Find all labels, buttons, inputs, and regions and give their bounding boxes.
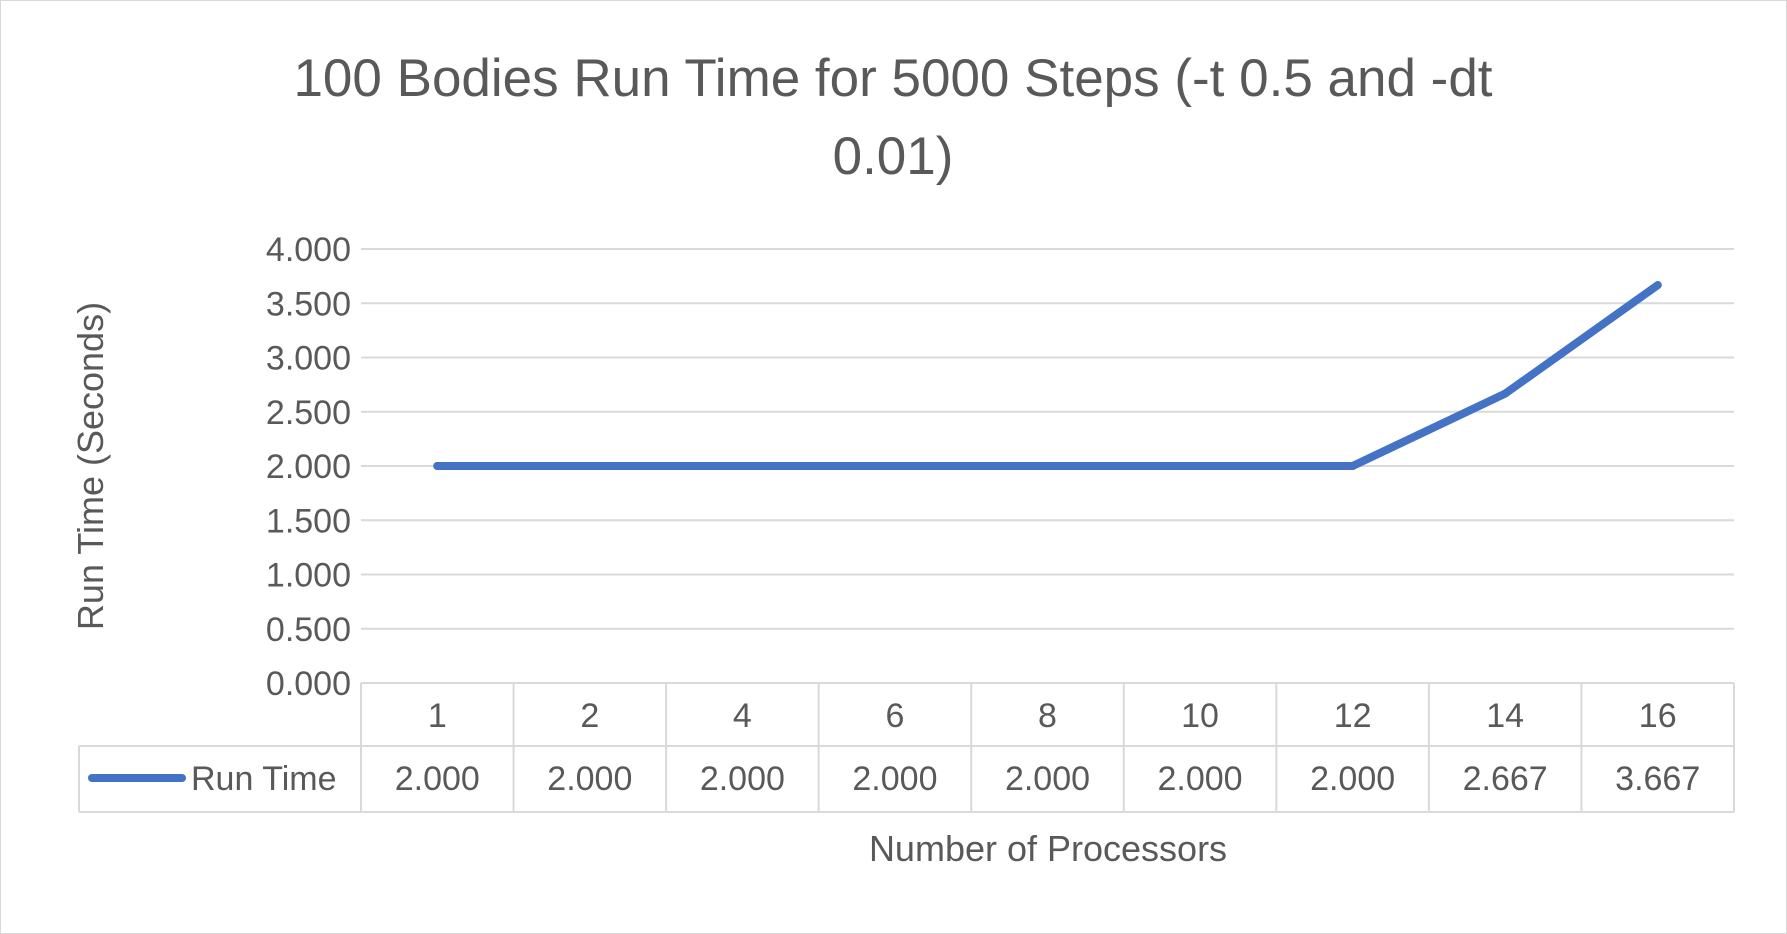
data-point — [433, 462, 442, 470]
chart-title: 100 Bodies Run Time for 5000 Steps (-t 0… — [293, 49, 1492, 186]
x-category-label: 16 — [1639, 697, 1677, 735]
x-category-label: 1 — [428, 697, 447, 735]
x-category-label: 14 — [1486, 697, 1524, 735]
y-tick-label: 1.000 — [266, 557, 351, 595]
y-tick-label: 0.000 — [266, 665, 351, 703]
table-value-cell: 2.000 — [547, 760, 632, 798]
table-value-cell: 2.000 — [1310, 760, 1395, 798]
x-category-label: 8 — [1038, 697, 1057, 735]
gridlines — [361, 248, 1734, 630]
data-point — [738, 462, 747, 470]
table-value-cell: 3.667 — [1615, 760, 1700, 798]
series-layer — [433, 281, 1662, 470]
series-line-run-time — [433, 281, 1662, 470]
legend-label-run-time: Run Time — [191, 760, 337, 798]
y-tick-label: 3.500 — [266, 285, 351, 323]
y-tick-label: 0.500 — [266, 611, 351, 649]
table-value-cell: 2.000 — [1005, 760, 1090, 798]
data-point — [1501, 389, 1510, 398]
table-value-cell: 2.000 — [1158, 760, 1243, 798]
x-category-label: 6 — [885, 697, 904, 735]
data-point — [1196, 462, 1205, 470]
table-value-cell: 2.000 — [852, 760, 937, 798]
y-tick-label: 3.000 — [266, 340, 351, 378]
x-category-label: 10 — [1181, 697, 1219, 735]
table-value-cell: 2.000 — [395, 760, 480, 798]
y-tick-label: 2.000 — [266, 448, 351, 486]
data-point — [585, 462, 594, 470]
data-point — [1348, 462, 1357, 470]
data-point — [890, 462, 899, 470]
data-point — [1043, 462, 1052, 470]
x-category-label: 2 — [580, 697, 599, 735]
x-category-label: 12 — [1334, 697, 1372, 735]
chart-title-line-1: 100 Bodies Run Time for 5000 Steps (-t 0… — [293, 49, 1492, 108]
table-value-cell: 2.667 — [1463, 760, 1548, 798]
y-tick-label: 2.500 — [266, 394, 351, 432]
x-category-label: 4 — [733, 697, 752, 735]
y-tick-label: 4.000 — [266, 231, 351, 269]
y-tick-label: 1.500 — [266, 502, 351, 540]
x-axis-title: Number of Processors — [869, 828, 1227, 869]
y-axis-title: Run Time (Seconds) — [70, 302, 111, 630]
y-axis-ticks: 0.000 0.500 1.000 1.500 2.000 2.500 3.000 3.500… — [266, 231, 351, 703]
data-point — [1653, 281, 1662, 290]
table-value-cell: 2.000 — [700, 760, 785, 798]
chart-title-line-2: 0.01) — [833, 127, 954, 186]
